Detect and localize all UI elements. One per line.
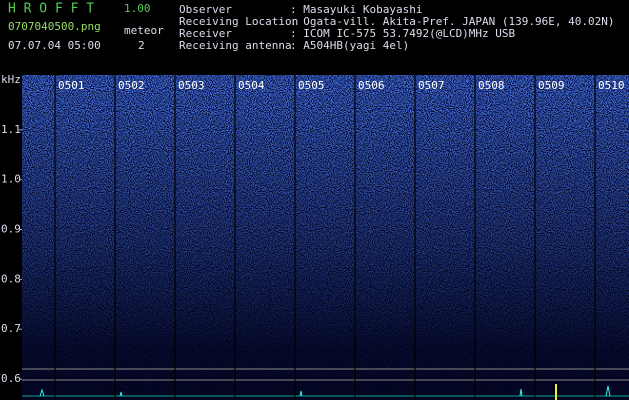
minute-label: 0504 xyxy=(238,79,265,92)
minute-label: 0509 xyxy=(538,79,565,92)
info-value: : Masayuki Kobayashi xyxy=(290,3,422,16)
minute-label: 0510 xyxy=(598,79,625,92)
y-tick-label: 1.1 xyxy=(1,123,21,136)
minute-label: 0503 xyxy=(178,79,205,92)
info-value: : Ogata-vill. Akita-Pref. JAPAN (139.96E… xyxy=(290,15,615,28)
header: H R O F F T 1.00 0707040500.png meteor 0… xyxy=(8,2,164,53)
y-tick-label: 0.9 xyxy=(1,223,21,236)
app-name: H R O F F T xyxy=(8,2,94,17)
y-tick-label: 0.8 xyxy=(1,272,21,285)
y-tick-label: 0.6 xyxy=(1,372,21,385)
y-tick-label: 1.0 xyxy=(1,173,21,186)
minute-label: 0502 xyxy=(118,79,145,92)
datetime: 07.07.04 05:00 xyxy=(8,39,101,52)
meteor-count: 2 xyxy=(138,39,145,52)
minute-label: 0507 xyxy=(418,79,445,92)
version: 1.00 xyxy=(124,2,151,15)
minute-label: 0506 xyxy=(358,79,385,92)
minute-label: 0501 xyxy=(58,79,85,92)
info-value: : ICOM IC-575 53.7492(@LCD)MHz USB xyxy=(290,27,516,40)
info-label: Receiving Location xyxy=(179,15,298,28)
signal-spikes xyxy=(39,385,611,397)
y-axis-label: kHz xyxy=(1,73,21,86)
minute-label: 0505 xyxy=(298,79,325,92)
file-name: 0707040500.png xyxy=(8,20,101,33)
info-label: Receiving antenna xyxy=(179,39,292,52)
meteor-label: meteor xyxy=(124,24,164,37)
spectrogram-noise xyxy=(22,75,629,400)
info-label: Observer xyxy=(179,3,232,16)
minute-label: 0508 xyxy=(478,79,505,92)
info-label: Receiver xyxy=(179,27,232,40)
info-value: : A504HB(yagi 4el) xyxy=(290,39,409,52)
y-tick-label: 0.7 xyxy=(1,322,21,335)
